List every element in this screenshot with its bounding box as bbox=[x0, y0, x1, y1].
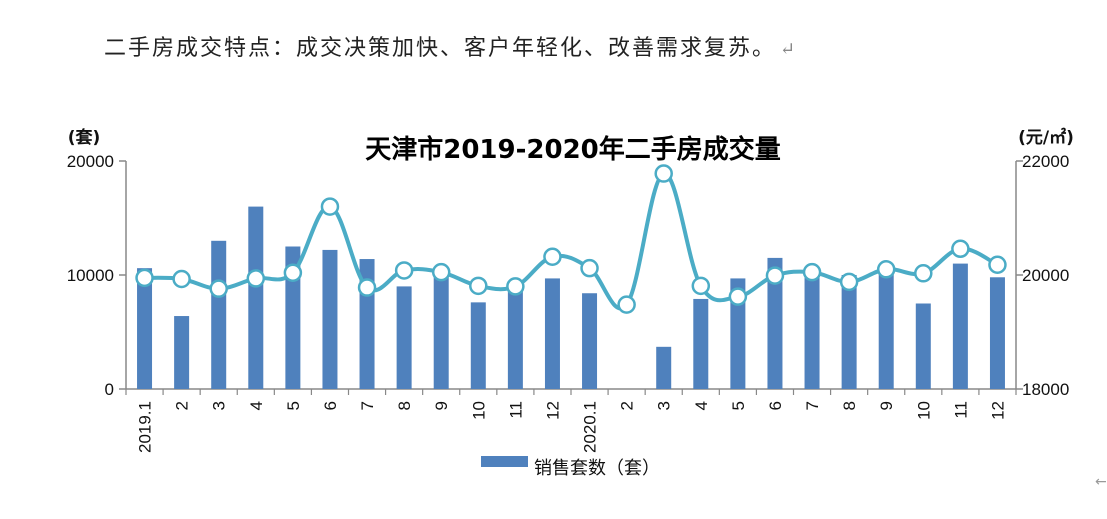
bar-series bbox=[137, 206, 1005, 389]
line-point bbox=[654, 164, 673, 183]
line-point bbox=[543, 247, 562, 267]
bar bbox=[656, 346, 672, 389]
line-point bbox=[617, 295, 636, 314]
bar bbox=[767, 257, 783, 389]
x-tick-label: 4 bbox=[692, 401, 711, 410]
bar bbox=[322, 249, 338, 389]
bar bbox=[137, 268, 153, 389]
line-point bbox=[209, 279, 228, 298]
x-tick-label: 7 bbox=[803, 401, 822, 410]
bar bbox=[507, 289, 523, 389]
right-tick-label: 18000 bbox=[1022, 380, 1069, 399]
x-tick-label: 8 bbox=[840, 401, 859, 410]
bar bbox=[878, 271, 894, 389]
left-tick-label: 0 bbox=[105, 380, 114, 399]
x-tick-label: 10 bbox=[469, 401, 488, 420]
x-tick-label: 2 bbox=[618, 401, 637, 410]
bar bbox=[544, 278, 560, 389]
x-tick-label: 2019.1 bbox=[136, 401, 155, 453]
bar bbox=[915, 303, 931, 389]
line-point bbox=[876, 260, 896, 279]
bar bbox=[582, 293, 598, 389]
x-tick-label: 10 bbox=[914, 401, 933, 420]
bar bbox=[211, 240, 227, 389]
heading-text: 二手房成交特点：成交决策加快、客户年轻化、改善需求复苏。 bbox=[104, 36, 777, 61]
chart-title: 天津市2019-2020年二手房成交量 bbox=[365, 134, 781, 165]
x-tick-label: 8 bbox=[395, 401, 414, 410]
axes: 0 10000 20000 18000 20000 22000 bbox=[67, 152, 1070, 399]
page-heading: 二手房成交特点：成交决策加快、客户年轻化、改善需求复苏。 ↵ bbox=[104, 30, 797, 62]
line-point bbox=[394, 261, 414, 280]
line-point bbox=[765, 266, 785, 285]
bar bbox=[952, 263, 968, 389]
price-line bbox=[144, 171, 999, 311]
x-tick-label: 12 bbox=[988, 401, 1007, 420]
line-point bbox=[357, 278, 377, 297]
x-tick-label: 3 bbox=[210, 401, 229, 410]
line-point bbox=[988, 255, 1007, 274]
return-mark-icon: ↵ bbox=[780, 39, 798, 60]
bar bbox=[989, 277, 1005, 389]
line-point bbox=[135, 268, 154, 288]
line-point bbox=[728, 287, 748, 306]
line-point bbox=[506, 277, 525, 296]
right-tick-label: 20000 bbox=[1022, 266, 1069, 285]
bar bbox=[470, 302, 486, 389]
bar bbox=[285, 246, 301, 389]
x-tick-label: 2020.1 bbox=[581, 401, 600, 453]
x-tick-label: 9 bbox=[877, 401, 896, 410]
right-axis-unit: (元/㎡) bbox=[1018, 127, 1074, 148]
left-axis-unit: (套) bbox=[68, 127, 101, 148]
line-series bbox=[135, 164, 1007, 314]
x-tick-label: 12 bbox=[543, 401, 562, 420]
bar bbox=[396, 286, 412, 389]
line-point bbox=[914, 264, 933, 283]
line-point bbox=[246, 269, 266, 288]
line-point bbox=[691, 276, 711, 296]
left-tick-label: 20000 bbox=[67, 152, 114, 171]
arrow-left-icon: ← bbox=[1095, 474, 1107, 490]
x-tick-label: 2 bbox=[173, 401, 192, 410]
line-point bbox=[320, 197, 340, 216]
line-point bbox=[172, 269, 191, 289]
x-tick-label: 6 bbox=[321, 401, 340, 410]
x-tick-label: 6 bbox=[766, 401, 785, 410]
x-tick-label: 11 bbox=[951, 401, 970, 419]
legend-label: 销售套数（套） bbox=[534, 458, 660, 479]
line-point bbox=[469, 276, 488, 296]
bar bbox=[730, 278, 746, 389]
bar bbox=[174, 316, 190, 389]
bar bbox=[693, 298, 709, 389]
bar bbox=[433, 272, 449, 389]
left-tick-label: 10000 bbox=[67, 266, 114, 285]
line-point bbox=[951, 239, 970, 259]
x-tick-label: 11 bbox=[506, 401, 525, 419]
line-point bbox=[802, 262, 822, 282]
line-point bbox=[431, 262, 451, 282]
x-tick-label: 3 bbox=[655, 401, 674, 410]
x-tick-label: 5 bbox=[284, 401, 303, 410]
x-tick-labels: 2019.1 2 3 4 5 6 7 8 9 10 11 12 2020.1 2 3 4 5 6 7 8 9 10 11 12 bbox=[136, 401, 1008, 453]
x-tick-label: 9 bbox=[432, 401, 451, 410]
line-point bbox=[580, 258, 599, 278]
legend-swatch bbox=[481, 456, 528, 467]
bar bbox=[248, 206, 264, 389]
x-tick-label: 5 bbox=[729, 401, 748, 410]
x-tick-label: 4 bbox=[247, 401, 266, 410]
bar bbox=[804, 271, 820, 389]
line-point bbox=[839, 272, 859, 292]
legend: 销售套数（套） bbox=[481, 456, 660, 479]
bar bbox=[841, 275, 857, 389]
right-tick-label: 22000 bbox=[1022, 152, 1069, 171]
line-point bbox=[283, 263, 303, 282]
x-tick-label: 7 bbox=[358, 401, 377, 410]
